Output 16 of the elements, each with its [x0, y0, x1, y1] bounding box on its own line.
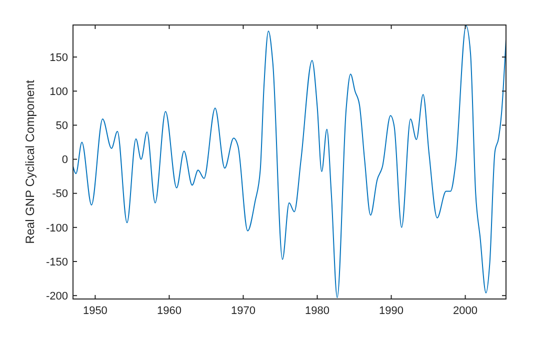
y-tick-label: -100: [46, 222, 68, 234]
x-tick-label: 1980: [305, 305, 330, 317]
line-series: [73, 25, 506, 298]
x-tick-label: 1960: [156, 305, 182, 317]
y-tick-label: -200: [46, 290, 68, 302]
x-tick-label: 1990: [379, 305, 404, 317]
y-tick-label: 0: [62, 154, 68, 166]
y-tick-label: 150: [50, 52, 68, 64]
x-tick-label: 2000: [453, 305, 478, 317]
y-axis-title: Real GNP Cyclical Component: [23, 79, 37, 244]
y-tick-label: 50: [56, 120, 68, 132]
y-tick-label: -150: [46, 256, 68, 268]
y-tick-label: 100: [50, 86, 68, 98]
x-tick-label: 1950: [82, 305, 108, 317]
y-tick-label: -50: [52, 188, 68, 200]
x-tick-label: 1970: [230, 305, 256, 317]
